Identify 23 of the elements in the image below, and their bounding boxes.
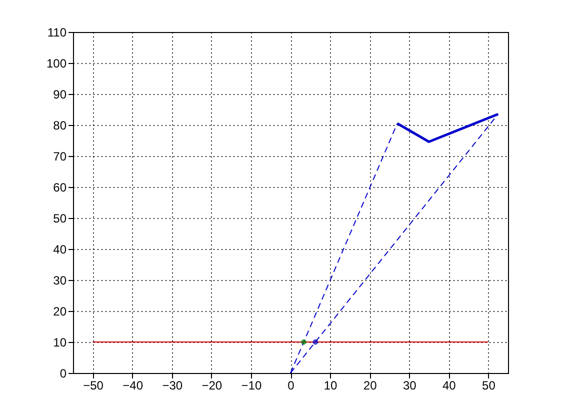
y-tick-label: 40 [53,242,67,256]
y-tick-label: 80 [53,118,67,132]
y-tick-label: 110 [47,26,67,40]
x-tick-label: 50 [482,378,496,392]
y-tick-label: 0 [60,366,67,380]
x-tick-label: −20 [202,378,222,392]
x-tick-label: −40 [122,378,144,392]
y-tick-label: 10 [53,336,67,350]
y-tick-label: 90 [53,88,67,102]
x-tick-label: −10 [241,378,262,392]
y-tick-label: 100 [46,56,67,70]
x-tick-label: 10 [324,378,338,392]
x-tick-label: 20 [363,378,378,392]
y-tick-label: 20 [53,304,67,318]
x-tick-label: 30 [402,378,417,392]
y-tick-label: 30 [53,274,67,288]
x-tick-label: −30 [162,378,183,392]
x-tick-label: 0 [288,378,295,392]
y-tick-label: 70 [53,150,67,164]
x-tick-label: −50 [83,378,104,392]
y-tick-label: 60 [53,180,67,194]
x-tick-label: 40 [442,378,456,392]
y-tick-label: 50 [53,212,67,226]
